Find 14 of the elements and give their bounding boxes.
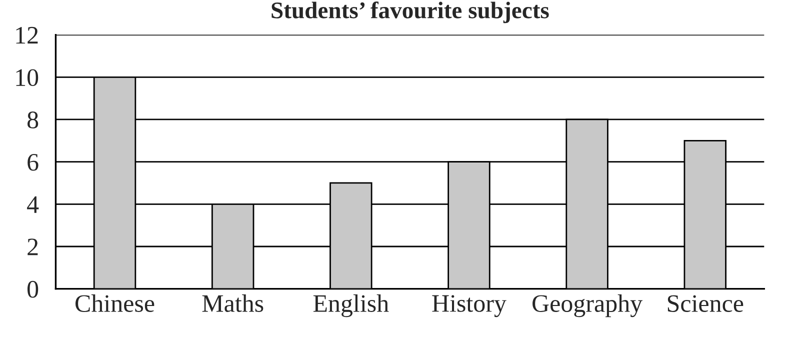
x-tick-label: Geography xyxy=(532,294,642,318)
y-tick-label: 0 xyxy=(28,280,38,298)
x-tick-label: History xyxy=(432,295,506,318)
y-tick-label: 6 xyxy=(28,154,38,171)
x-tick-label: Chinese xyxy=(76,294,154,312)
chart-title: Students’ favourite subjects xyxy=(272,2,549,24)
y-tick-label: 10 xyxy=(16,69,38,86)
x-tick-label: English xyxy=(313,294,389,318)
y-tick-label: 2 xyxy=(28,238,38,256)
y-tick-label: 4 xyxy=(27,196,39,213)
y-tick-label: 8 xyxy=(28,112,38,128)
x-tick-label: Science xyxy=(668,295,744,312)
x-tick-label: Maths xyxy=(202,294,264,312)
y-tick-label: 12 xyxy=(16,26,38,44)
